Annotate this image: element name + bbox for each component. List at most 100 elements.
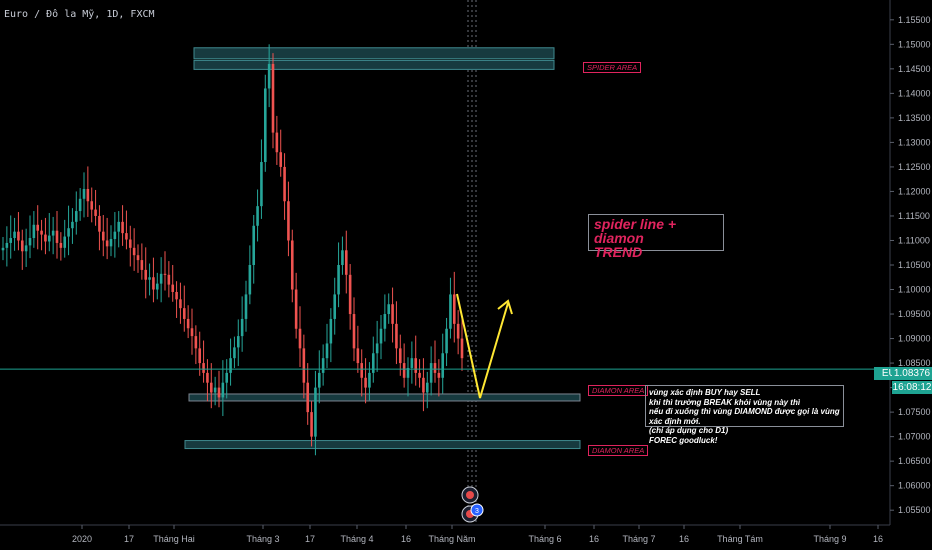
candle-body xyxy=(410,358,414,368)
note-line-2: khi thì trường BREAK khỏi vùng này thì xyxy=(649,397,801,407)
diamon-area-label-1: DIAMON AREA xyxy=(588,385,649,396)
price-tick-label: 1.13500 xyxy=(898,113,931,123)
candle-body xyxy=(17,231,20,241)
price-tick-label: 1.09000 xyxy=(898,334,931,344)
candle-body xyxy=(287,201,290,241)
event-flag-dot xyxy=(466,491,474,499)
note-line-5: FOREC goodluck! xyxy=(649,435,718,445)
candle-body xyxy=(117,221,121,232)
candle-body xyxy=(24,245,28,252)
candle-body xyxy=(375,343,379,354)
candle-body xyxy=(360,363,364,378)
price-tick-label: 1.13000 xyxy=(898,137,931,147)
price-tick-label: 1.15000 xyxy=(898,39,931,49)
price-tick-label: 1.12500 xyxy=(898,162,931,172)
candle-body xyxy=(217,387,221,398)
time-tick-label: Tháng 6 xyxy=(528,534,561,544)
candle-body xyxy=(179,299,182,309)
price-tick-label: 1.06500 xyxy=(898,456,931,466)
candle-body xyxy=(402,363,406,378)
candle-body xyxy=(159,273,163,284)
candle-body xyxy=(121,221,124,234)
trend-annotation: spider line + diamon TREND xyxy=(588,214,724,259)
price-tick-label: 1.07000 xyxy=(898,432,931,442)
candle-body xyxy=(236,336,240,348)
diamon-zone-2 xyxy=(184,440,581,450)
time-tick-label: Tháng Năm xyxy=(428,534,475,544)
candle-body xyxy=(233,347,236,359)
time-tick-label: 16 xyxy=(401,534,411,544)
time-tick-label: Tháng 4 xyxy=(340,534,373,544)
candle-body xyxy=(221,382,225,398)
time-tick-label: Tháng Hai xyxy=(153,534,195,544)
candle-body xyxy=(256,206,259,226)
candle-body xyxy=(9,238,13,243)
candle-body xyxy=(144,269,148,280)
spider-area-label: SPIDER AREA xyxy=(583,62,642,73)
candle-body xyxy=(383,314,387,329)
candle-body xyxy=(341,250,344,265)
candle-body xyxy=(36,224,40,231)
time-tick-label: 17 xyxy=(305,534,315,544)
trend-line-2: TREND xyxy=(594,244,643,260)
candle-body xyxy=(364,377,367,388)
candle-body xyxy=(194,336,198,349)
candle-body xyxy=(456,323,460,339)
candle-body xyxy=(368,372,371,388)
time-tick-label: Tháng Tám xyxy=(717,534,763,544)
candle-body xyxy=(175,291,178,300)
candle-body xyxy=(391,304,394,324)
candle-body xyxy=(302,348,306,383)
price-tick-label: 1.14500 xyxy=(898,64,931,74)
candle-body xyxy=(74,211,78,222)
candle-body xyxy=(171,284,175,292)
price-tick-label: 1.15500 xyxy=(898,15,931,25)
candle-body xyxy=(202,363,205,373)
candle-body xyxy=(348,274,352,315)
price-tick-label: 1.09500 xyxy=(898,309,931,319)
candle-body xyxy=(71,221,74,229)
symbol-title[interactable]: Euro / Đô la Mỹ, 1D, FXCM xyxy=(4,9,155,20)
candle-body xyxy=(44,234,47,242)
events[interactable]: 3 xyxy=(461,486,484,523)
forecast-arrow-head xyxy=(497,299,513,315)
time-tick-label: Tháng 3 xyxy=(246,534,279,544)
time-tick-label: 16 xyxy=(873,534,883,544)
note-line-3: nếu đi xuống thì vùng DIAMOND được gọi l… xyxy=(649,407,840,426)
candle-body xyxy=(422,377,425,393)
candle-body xyxy=(298,328,302,349)
candle-body xyxy=(32,224,36,239)
candle-body xyxy=(460,338,464,359)
candle-body xyxy=(125,233,128,240)
candle-body xyxy=(314,387,317,437)
candle-body xyxy=(186,318,190,329)
candle-body xyxy=(337,265,340,295)
candle-body xyxy=(306,382,310,413)
candle-body xyxy=(418,372,421,378)
candle-body xyxy=(263,88,267,163)
candle-body xyxy=(344,250,348,275)
candle-body xyxy=(90,201,94,210)
candle-body xyxy=(128,239,132,248)
candle-body xyxy=(209,382,213,393)
trend-line-1: spider line + diamon xyxy=(594,216,677,246)
price-tick-label: 1.07500 xyxy=(898,407,931,417)
candle-body xyxy=(20,240,24,252)
price-tick-label: 1.11500 xyxy=(898,211,930,221)
candle-body xyxy=(136,255,140,261)
diamon-area-label-2: DIAMON AREA xyxy=(588,445,649,456)
candle-body xyxy=(395,323,398,349)
countdown-timer: 16:08:12 xyxy=(892,381,932,394)
candle-body xyxy=(252,225,256,265)
candle-body xyxy=(267,63,271,89)
candle-body xyxy=(244,294,248,319)
candle-body xyxy=(182,308,186,319)
candle-body xyxy=(101,231,105,241)
spider-lower-zone xyxy=(193,59,555,70)
zones xyxy=(184,47,581,450)
candle-body xyxy=(333,294,337,319)
event-bubble-flag xyxy=(461,486,479,504)
candle-body xyxy=(310,412,313,437)
